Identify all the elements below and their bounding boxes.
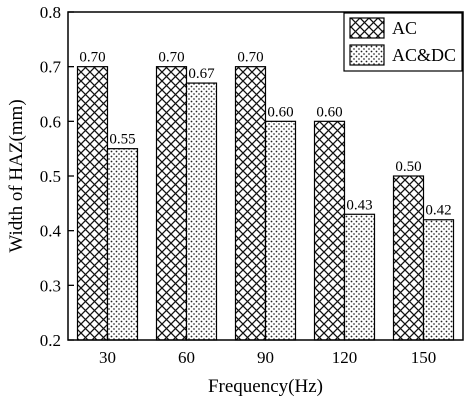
x-tick-label: 60 (178, 348, 195, 367)
bar-ac-150 (392, 175, 425, 341)
y-axis: 0.2 0.3 0.4 0.5 0.6 0.7 0.8 (40, 3, 74, 350)
legend-label-ac: AC (392, 18, 417, 38)
data-label: 0.60 (316, 104, 342, 120)
data-label: 0.67 (188, 66, 215, 82)
bar-ac-60 (155, 66, 188, 341)
data-label: 0.55 (109, 132, 135, 148)
x-tick-label: 30 (99, 348, 116, 367)
bars-layer (76, 66, 455, 341)
y-tick-label: 0.5 (40, 167, 61, 186)
x-tick-label: 150 (411, 348, 437, 367)
data-label: 0.70 (158, 50, 184, 66)
bar-ac-90 (234, 66, 267, 341)
data-label: 0.42 (425, 203, 451, 219)
bar-ac-120 (313, 120, 346, 341)
data-label: 0.43 (346, 197, 372, 213)
x-axis-title: Frequency(Hz) (208, 376, 323, 397)
legend: AC AC&DC (343, 12, 463, 72)
x-tick-label: 120 (332, 348, 358, 367)
y-tick-label: 0.2 (40, 331, 61, 350)
y-tick-label: 0.6 (40, 112, 61, 131)
value-labels-layer: 0.70 0.70 0.70 0.60 0.50 0.55 0.67 0.60 0.43 0.42 (79, 50, 451, 219)
data-label: 0.70 (237, 50, 263, 66)
legend-swatch-ac-dc (349, 44, 385, 66)
data-label: 0.50 (395, 159, 421, 175)
bar-ac-dc-60 (185, 82, 218, 341)
bar-ac-dc-150 (422, 219, 455, 341)
bar-ac-dc-120 (343, 213, 376, 341)
data-label: 0.60 (267, 104, 293, 120)
legend-swatch-ac (349, 17, 385, 39)
y-tick-label: 0.7 (40, 58, 62, 77)
legend-label-ac-dc: AC&DC (392, 45, 456, 65)
y-tick-label: 0.4 (40, 222, 62, 241)
x-axis: 30 60 90 120 150 (99, 334, 436, 367)
y-tick-label: 0.8 (40, 3, 61, 22)
bar-ac-dc-90 (264, 120, 297, 341)
x-tick-label: 90 (257, 348, 274, 367)
bar-ac-30 (76, 66, 109, 341)
y-axis-title: Width of HAZ(mm) (6, 99, 27, 252)
y-tick-label: 0.3 (40, 276, 61, 295)
data-label: 0.70 (79, 50, 105, 66)
bar-ac-dc-30 (106, 148, 139, 341)
